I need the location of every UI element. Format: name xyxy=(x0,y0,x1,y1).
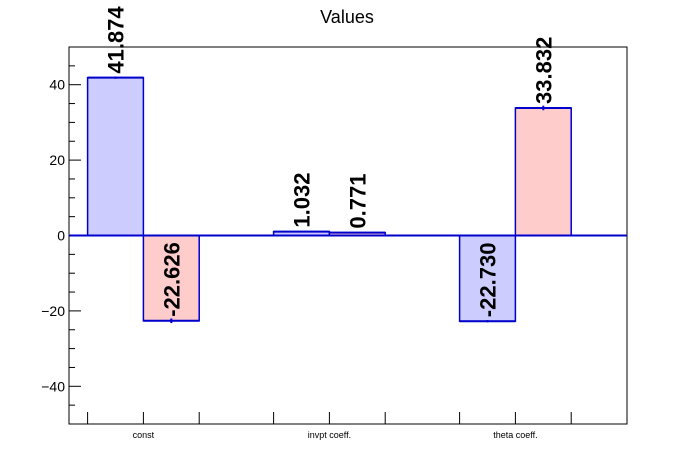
bar xyxy=(514,107,572,237)
data-label: -22.730 xyxy=(476,243,501,318)
data-label: -22.626 xyxy=(159,242,184,317)
y-tick-label: −40 xyxy=(41,378,65,394)
data-label: 33.832 xyxy=(531,37,556,104)
bar xyxy=(458,234,517,322)
data-label: 1.032 xyxy=(290,173,315,228)
y-tick-label: 20 xyxy=(49,152,65,168)
data-label: 0.771 xyxy=(345,174,370,229)
x-category-label: theta coeff. xyxy=(493,430,537,440)
bar xyxy=(142,234,200,322)
plot-area: −40 −20 0 20 40 const invpt coeff. theta coeff.… xyxy=(41,6,628,440)
y-tick-label: −20 xyxy=(41,303,65,319)
bar xyxy=(86,76,145,237)
data-label: 41.874 xyxy=(104,6,129,74)
y-tick-label: 40 xyxy=(49,77,65,93)
chart-title: Values xyxy=(320,7,374,27)
x-category-label: invpt coeff. xyxy=(308,430,351,440)
y-tick-label: 0 xyxy=(57,228,65,244)
x-category-label: const xyxy=(133,430,155,440)
